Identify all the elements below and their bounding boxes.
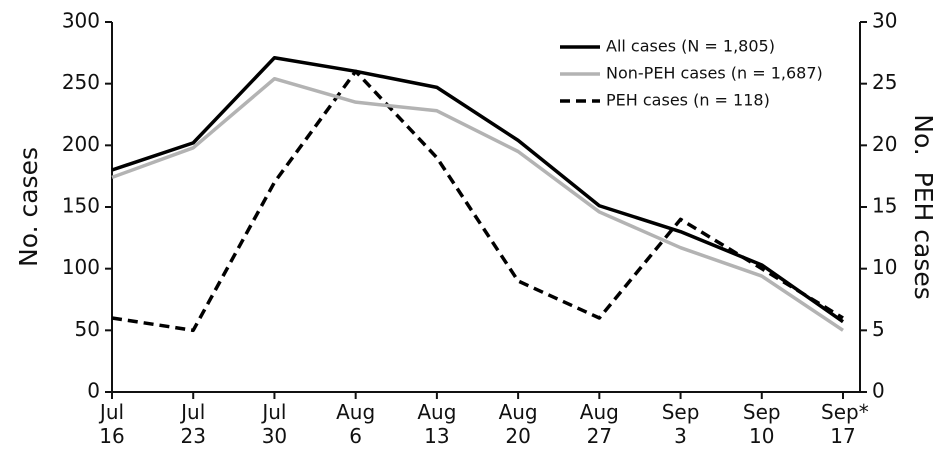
- x-tick-label: Jul 16: [99, 400, 125, 448]
- y2-tick-label: 15: [872, 194, 897, 218]
- y-axis-label: No. cases: [14, 147, 43, 267]
- series-line: [111, 69, 844, 333]
- y2-tick-label: 10: [872, 255, 897, 279]
- x-tick-label: Aug 13: [417, 400, 457, 448]
- x-tick-label: Aug 27: [579, 400, 619, 448]
- y-tick-label: 300: [62, 9, 100, 33]
- x-tick-label: Aug 20: [498, 400, 538, 448]
- x-tick-label: Sep 10: [742, 400, 781, 448]
- y-tick-label: 250: [62, 70, 100, 94]
- y2-axis-label: No. PEH cases: [909, 114, 938, 300]
- y2-tick-label: 30: [872, 9, 897, 33]
- x-tick-label: Aug 6: [336, 400, 376, 448]
- legend-label: All cases (N = 1,805): [606, 37, 775, 56]
- y-tick-label: 100: [62, 255, 100, 279]
- y-tick-label: 150: [62, 194, 100, 218]
- y2-tick-label: 5: [872, 317, 885, 341]
- y2-tick-label: 0: [872, 379, 885, 403]
- x-tick-label: Jul 30: [261, 400, 288, 448]
- y-tick-label: 50: [75, 317, 100, 341]
- legend-label: PEH cases (n = 118): [606, 91, 770, 110]
- series-line: [111, 56, 845, 324]
- x-tick-label: Jul 23: [180, 400, 206, 448]
- legend-label: Non-PEH cases (n = 1,687): [606, 64, 823, 83]
- series-line: [111, 76, 844, 332]
- y2-tick-label: 20: [872, 132, 897, 156]
- y2-tick-label: 25: [872, 70, 897, 94]
- x-tick-label: Sep* 17: [821, 400, 869, 448]
- y-tick-label: 0: [87, 379, 100, 403]
- x-tick-label: Sep 3: [661, 400, 700, 448]
- y-tick-label: 200: [62, 132, 100, 156]
